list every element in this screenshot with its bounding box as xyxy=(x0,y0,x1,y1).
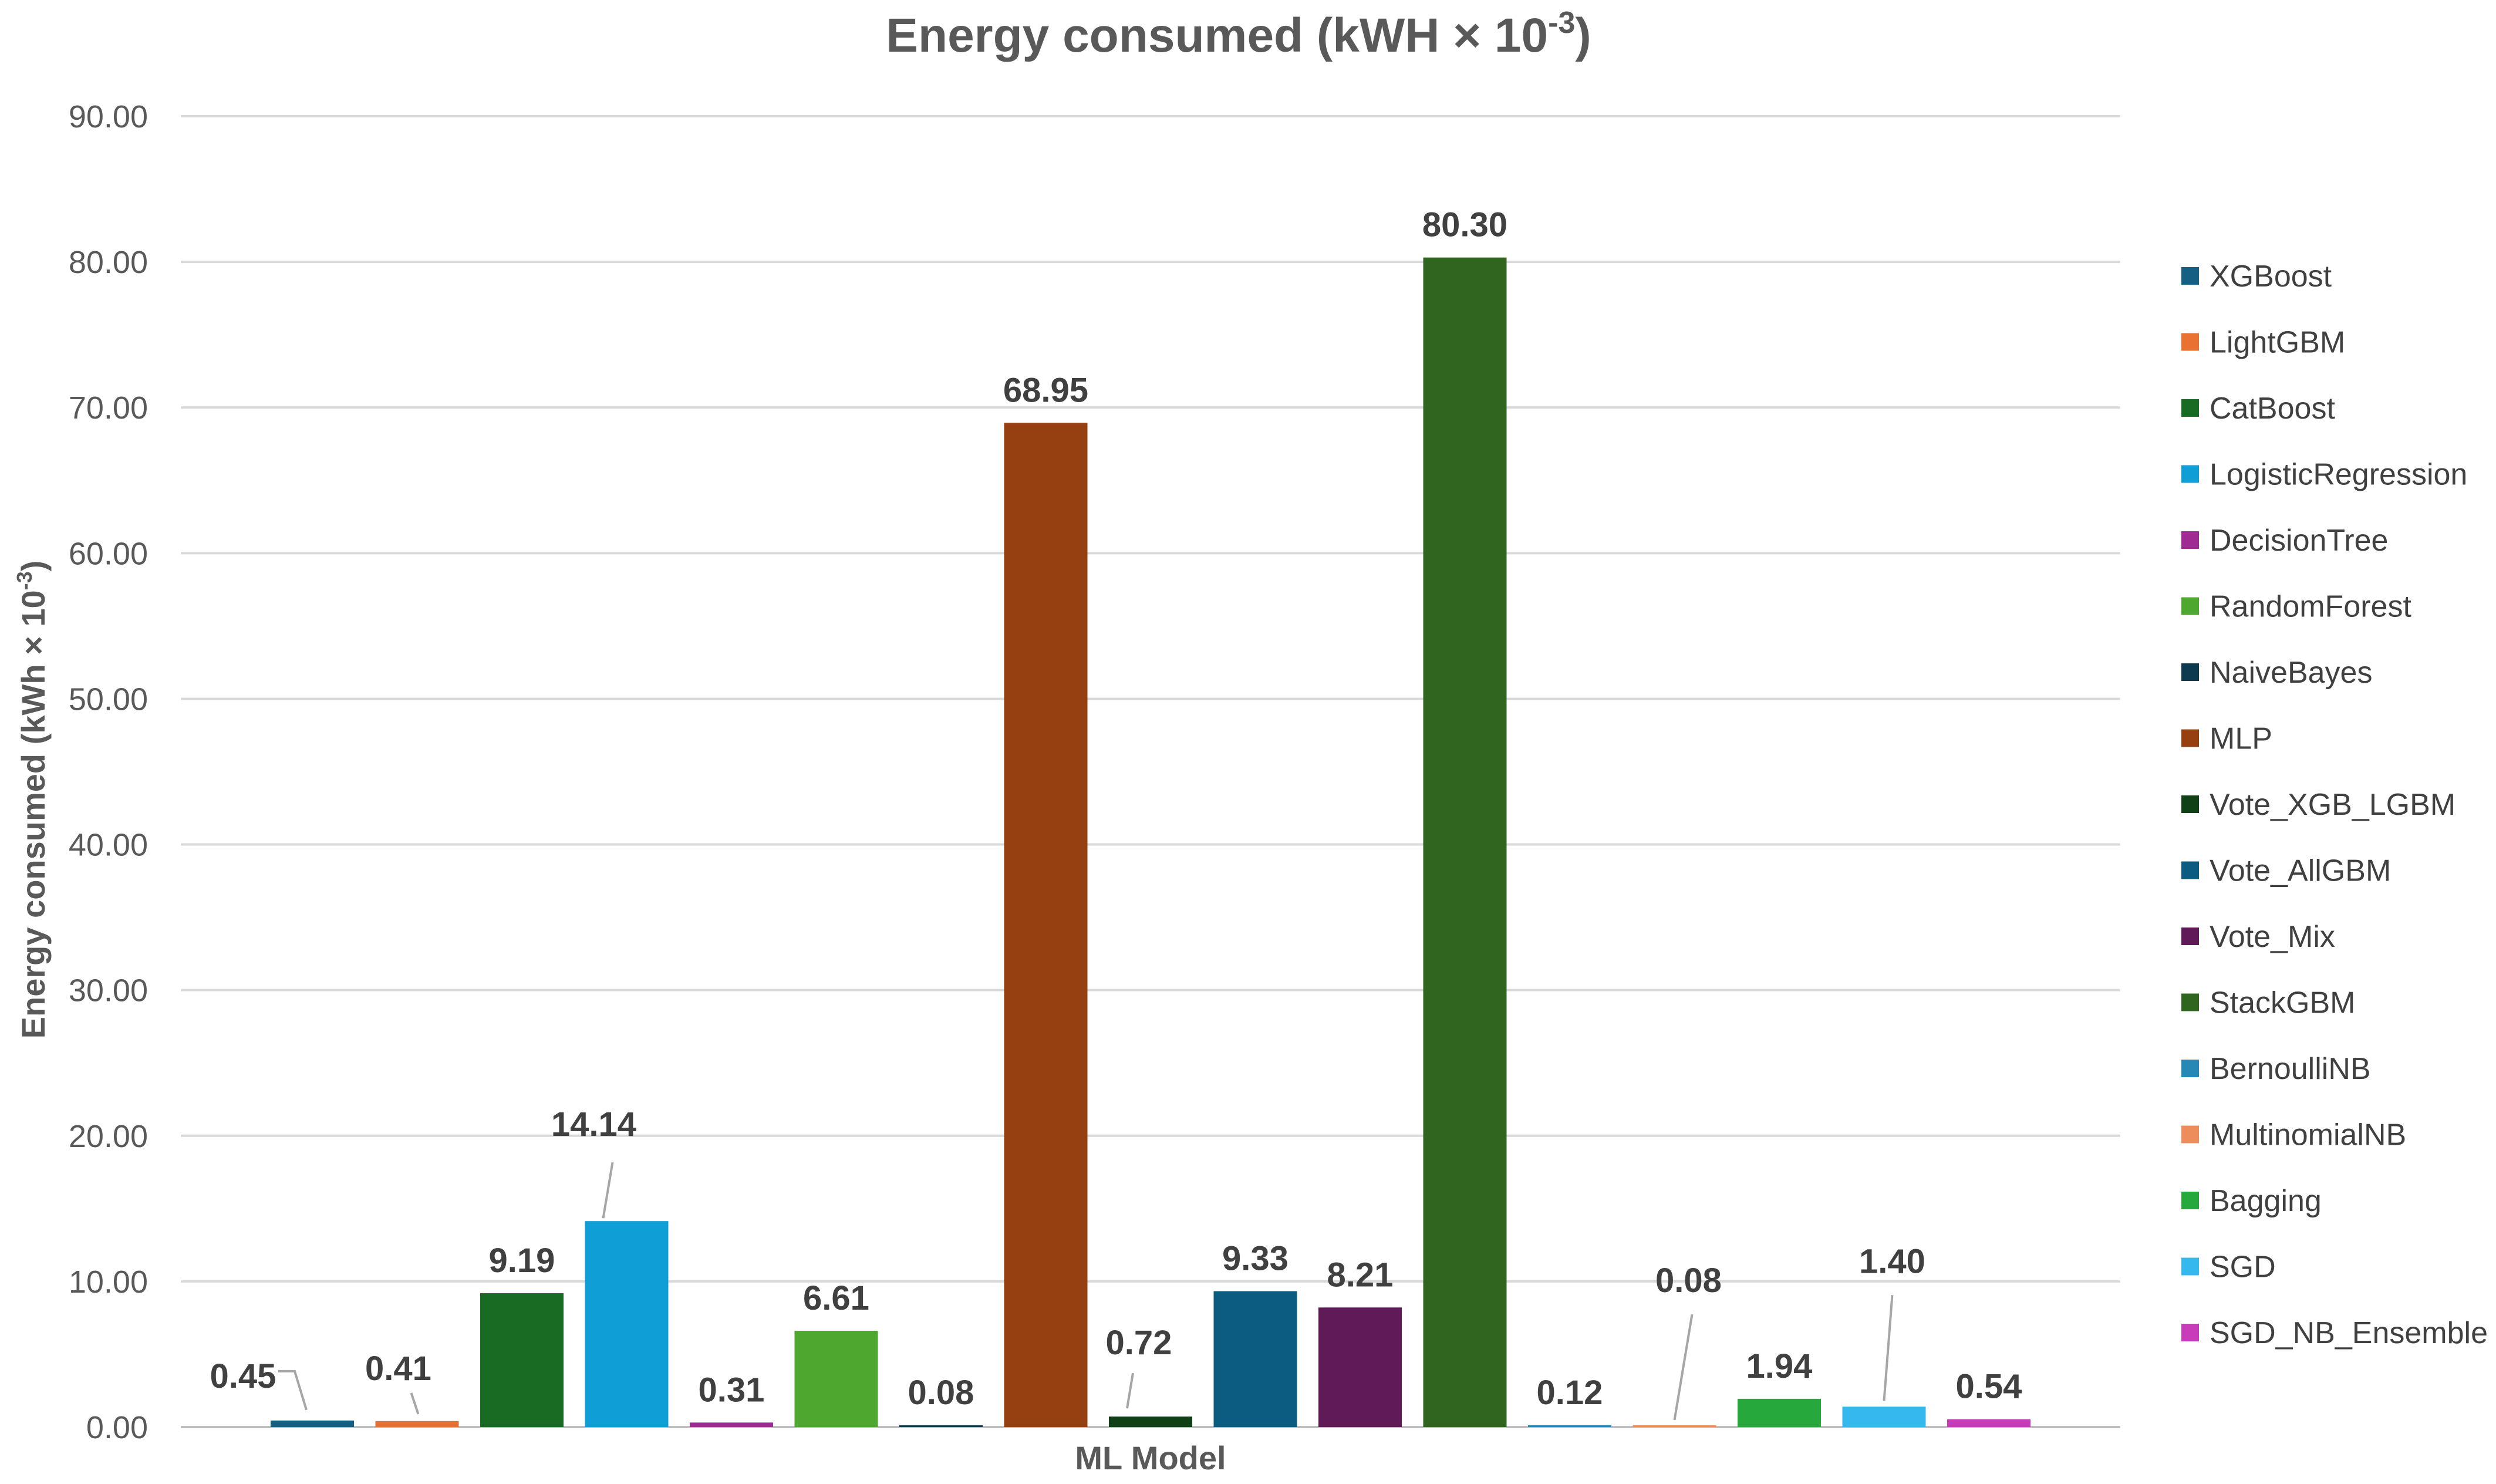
data-label: 0.08 xyxy=(908,1374,974,1412)
legend-swatch xyxy=(2181,267,2199,285)
leader-line xyxy=(1883,1295,1894,1401)
data-label: 0.72 xyxy=(1106,1324,1172,1362)
legend-swatch xyxy=(2181,597,2199,615)
legend-entry: RandomForest xyxy=(2210,590,2411,624)
bar-bernoullinb xyxy=(1528,1425,1611,1427)
bar-bagging xyxy=(1738,1398,1821,1427)
legend-swatch xyxy=(2181,1257,2199,1276)
legend-entry: StackGBM xyxy=(2210,986,2356,1020)
bar-stackgbm xyxy=(1423,257,1507,1428)
legend-swatch xyxy=(2181,333,2199,351)
data-label: 0.31 xyxy=(699,1371,765,1409)
legend-swatch xyxy=(2181,465,2199,483)
bar-mlp xyxy=(1004,423,1088,1427)
bar-naivebayes xyxy=(899,1425,983,1427)
leader-lines xyxy=(278,1162,1894,1421)
legend-entry: CatBoost xyxy=(2210,392,2335,426)
data-label: 80.30 xyxy=(1422,206,1507,244)
legend-swatch xyxy=(2181,1192,2199,1209)
y-tick-label: 30.00 xyxy=(69,973,148,1009)
y-axis-ticks: 0.00 10.00 20.00 30.00 40.00 50.00 60.00 70.00 8… xyxy=(69,99,148,1445)
bar-randomforest xyxy=(794,1330,878,1427)
legend-swatch xyxy=(2181,399,2199,417)
data-label: 8.21 xyxy=(1327,1256,1394,1294)
legend-swatch xyxy=(2181,1060,2199,1077)
leader-line xyxy=(1126,1372,1134,1409)
bar-vote-allgbm xyxy=(1213,1291,1297,1427)
y-tick-label: 70.00 xyxy=(69,390,148,426)
legend-swatch xyxy=(2181,928,2199,945)
bar-logisticregression xyxy=(585,1221,669,1427)
data-label: 0.41 xyxy=(365,1350,431,1388)
bar-sgd-nb-ensemble xyxy=(1947,1419,2030,1427)
y-tick-label: 60.00 xyxy=(69,536,148,571)
legend-swatch xyxy=(2181,663,2199,681)
data-label: 0.12 xyxy=(1537,1374,1603,1412)
legend-entry: MultinomialNB xyxy=(2210,1118,2406,1152)
y-tick-label: 80.00 xyxy=(69,245,148,280)
y-tick-label: 20.00 xyxy=(69,1119,148,1154)
bar-vote-mix xyxy=(1318,1307,1402,1427)
data-label: 0.54 xyxy=(1956,1368,2022,1406)
data-label: 9.33 xyxy=(1222,1240,1289,1278)
y-axis-label: Energy consumed (kWh × 10-3) xyxy=(12,561,52,1039)
data-label: 14.14 xyxy=(551,1105,636,1144)
y-tick-label: 50.00 xyxy=(69,682,148,717)
legend-swatch xyxy=(2181,729,2199,747)
data-label: 6.61 xyxy=(803,1279,869,1317)
leader-line xyxy=(602,1162,614,1219)
bar-lightgbm xyxy=(375,1421,459,1427)
legend-entry: Vote_XGB_LGBM xyxy=(2210,788,2455,822)
data-label: 1.40 xyxy=(1859,1242,1925,1280)
legend-entry: NaiveBayes xyxy=(2210,656,2372,690)
chart-title: Energy consumed (kWH × 10-3) xyxy=(886,6,1591,62)
legend-entry: SGD_NB_Ensemble xyxy=(2210,1316,2488,1350)
legend-entry: XGBoost xyxy=(2210,259,2332,294)
legend-swatch xyxy=(2181,1324,2199,1341)
leader-line xyxy=(410,1392,420,1415)
legend-entry: DecisionTree xyxy=(2210,524,2388,558)
legend-swatch xyxy=(2181,861,2199,879)
leader-line xyxy=(278,1370,308,1411)
legend-swatch xyxy=(2181,531,2199,549)
bar-decisiontree xyxy=(690,1422,773,1427)
legend-entry: SGD xyxy=(2210,1250,2276,1284)
legend-entry: Vote_Mix xyxy=(2210,920,2335,954)
data-labels: 0.45 0.41 9.19 14.14 0.31 6.61 0.08 68.95 0.72 9.… xyxy=(210,206,2022,1412)
data-label: 9.19 xyxy=(489,1242,555,1280)
bar-vote-xgb-lgbm xyxy=(1109,1416,1192,1427)
legend-swatch xyxy=(2181,993,2199,1011)
legend-entry: MLP xyxy=(2210,722,2272,756)
legend: XGBoost LightGBM CatBoost LogisticRegressio… xyxy=(2181,259,2488,1350)
gridlines xyxy=(181,115,2120,1428)
leader-line xyxy=(1673,1314,1694,1421)
y-tick-label: 0.00 xyxy=(86,1410,148,1445)
data-label: 68.95 xyxy=(1003,371,1088,409)
bar-multinomialnb xyxy=(1632,1425,1716,1427)
bars xyxy=(271,257,2030,1428)
legend-entry: LightGBM xyxy=(2210,326,2345,360)
bar-sgd xyxy=(1842,1407,1926,1427)
y-tick-label: 90.00 xyxy=(69,99,148,134)
bar-xgboost xyxy=(271,1420,354,1427)
bar-catboost xyxy=(480,1293,564,1427)
data-label: 1.94 xyxy=(1746,1347,1813,1385)
legend-entry: Bagging xyxy=(2210,1184,2322,1218)
legend-swatch xyxy=(2181,795,2199,813)
legend-entry: BernoulliNB xyxy=(2210,1052,2371,1086)
data-label: 0.45 xyxy=(210,1357,276,1395)
x-axis-label: ML Model xyxy=(1075,1439,1226,1476)
y-tick-label: 10.00 xyxy=(69,1264,148,1300)
y-tick-label: 40.00 xyxy=(69,828,148,863)
legend-entry: Vote_AllGBM xyxy=(2210,854,2391,888)
data-label: 0.08 xyxy=(1655,1262,1722,1300)
legend-entry: LogisticRegression xyxy=(2210,458,2467,492)
legend-swatch xyxy=(2181,1125,2199,1144)
